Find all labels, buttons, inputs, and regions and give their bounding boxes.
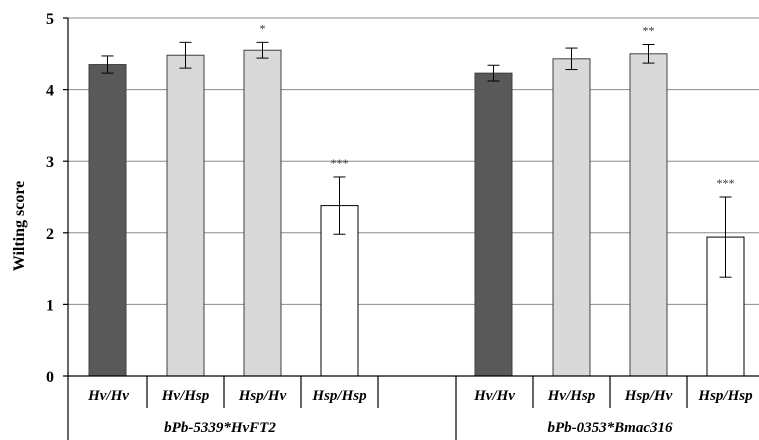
bar-g1-3	[243, 49, 282, 377]
category-label-g1-2: Hv/Hsp	[161, 388, 210, 404]
significance-g1-4: ***	[331, 156, 349, 170]
y-tick-label-2: 2	[46, 226, 54, 243]
error-bar-g2-3	[642, 43, 655, 64]
error-bar-g2-1	[487, 64, 500, 82]
significance-g2-3: **	[643, 23, 655, 37]
category-label-g2-1: Hv/Hv	[473, 388, 515, 404]
category-label-g2-3: Hsp/Hv	[624, 388, 673, 404]
y-tick-label-0: 0	[46, 369, 54, 386]
bar-g1-2	[166, 54, 205, 377]
error-bar-g1-3	[256, 41, 269, 59]
category-label-g1-4: Hsp/Hsp	[311, 388, 367, 404]
bar-g2-2	[552, 58, 591, 377]
category-label-g2-4: Hsp/Hsp	[697, 388, 753, 404]
y-tick-label-4: 4	[46, 83, 54, 100]
error-bar-g2-2	[565, 47, 578, 71]
bar-g2-1	[474, 72, 513, 377]
axis-layer	[63, 17, 759, 440]
error-bar-g2-4	[719, 196, 732, 278]
bar-g1-1	[88, 64, 127, 377]
y-tick-label-5: 5	[46, 11, 54, 28]
label-layer: 0 1 2 3 4 5 Hv/Hv Hv/Hsp * Hsp/Hv *** Hsp/Hsp bPb-53…	[46, 11, 753, 436]
error-bar-g1-4	[333, 176, 346, 235]
bar-layer	[88, 41, 745, 377]
significance-g1-3: *	[260, 21, 266, 35]
error-bar-g1-1	[101, 55, 114, 74]
category-label-g2-2: Hv/Hsp	[547, 388, 596, 404]
y-tick-label-1: 1	[46, 297, 54, 314]
significance-g2-4: ***	[717, 176, 735, 190]
category-label-g1-1: Hv/Hv	[87, 388, 129, 404]
category-label-g1-3: Hsp/Hv	[238, 388, 287, 404]
y-tick-label-3: 3	[46, 154, 54, 171]
bar-g2-3	[629, 53, 668, 377]
error-bar-g1-2	[179, 41, 192, 69]
y-axis-title: Wilting score	[11, 181, 28, 272]
group-label-1: bPb-5339*HvFT2	[164, 420, 276, 436]
group-label-2: bPb-0353*Bmac316	[548, 420, 673, 436]
